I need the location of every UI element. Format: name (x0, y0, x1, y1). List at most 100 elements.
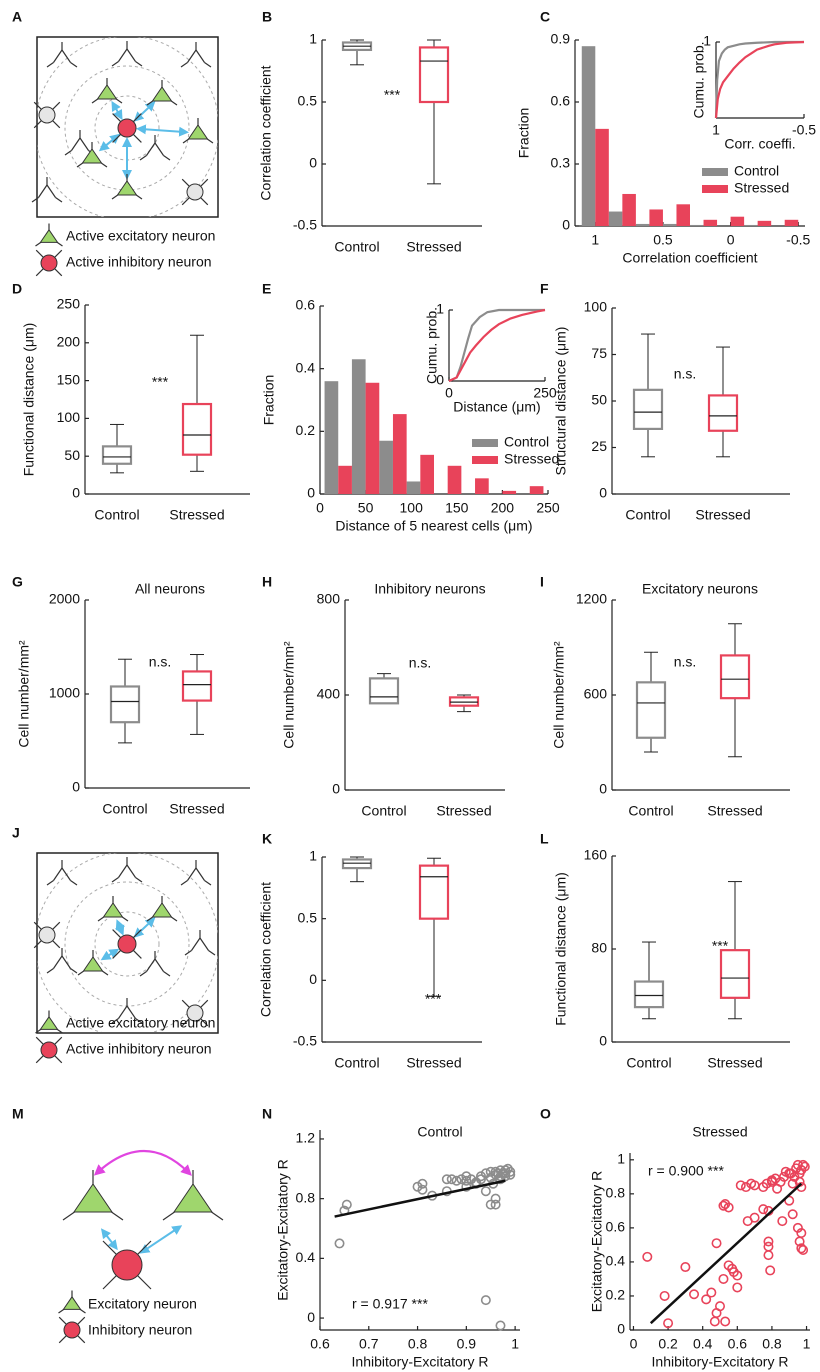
scatter-point (341, 1199, 352, 1210)
inhibitory-neuron (38, 926, 56, 944)
neuron-process (184, 930, 216, 956)
y-tick-label: 0 (309, 155, 317, 171)
chart-box: D Functional distance (μm) 0 50 100 150 200 250… (12, 281, 250, 523)
inhibitory-neuron (186, 1004, 204, 1022)
y-axis-label: Cell number/mm² (281, 641, 297, 749)
arrow (98, 133, 121, 152)
legend-label: Inhibitory neuron (88, 1322, 192, 1338)
legend-swatch (472, 456, 498, 464)
y-tick-label: 0 (332, 781, 340, 797)
cdf-line (448, 308, 545, 382)
y-tick-label: 160 (584, 847, 608, 863)
excitatory-neuron (116, 180, 138, 196)
y-tick-label: 0 (599, 781, 607, 797)
legend-label: Control (504, 434, 549, 450)
chart-scatter: O Stressed Excitatory-Excitatory R Inhibito… (540, 1106, 811, 1370)
x-axis-label: Corr. coeffi. (724, 136, 795, 152)
box (719, 654, 751, 700)
y-axis-label: Correlation coefficient (258, 882, 274, 1017)
chart-box: G All neurons Cell number/mm² 0 1000 2000 Cont… (12, 574, 250, 817)
bar (392, 414, 407, 494)
box (109, 685, 141, 724)
x-tick-label: 0.5 (653, 232, 673, 248)
x-tick-label: Stressed (695, 507, 750, 523)
y-tick-label: 0 (562, 217, 570, 233)
arrow (135, 124, 190, 137)
neuron-process (111, 857, 143, 883)
scatter-point (505, 1169, 516, 1180)
scatter-point (441, 1174, 452, 1185)
box (418, 864, 450, 920)
scatter-point (490, 1193, 501, 1204)
x-tick-label: 0.4 (693, 1336, 713, 1352)
x-tick-label: -0.5 (786, 232, 810, 248)
y-axis-label: Structural distance (μm) (553, 327, 569, 476)
x-tick-label: Control (94, 507, 139, 523)
arrow (114, 919, 126, 936)
y-axis-label: Correlation coefficient (258, 65, 274, 200)
excitatory-neuron (102, 902, 124, 918)
scatter-point (417, 1178, 428, 1189)
neuron-process (180, 860, 212, 886)
panel-label: N (262, 1106, 272, 1122)
bar (351, 359, 366, 494)
excitatory-neuron (151, 86, 173, 102)
annotation: *** (152, 374, 169, 390)
box (368, 677, 400, 705)
scatter-point (796, 1243, 807, 1254)
annotation: n.s. (674, 654, 697, 670)
legend-swatch (702, 168, 728, 176)
x-tick-label: 1 (591, 232, 599, 248)
scatter-point (777, 1216, 788, 1227)
scatter-point (718, 1200, 729, 1211)
chart-title: Excitatory neurons (642, 581, 758, 597)
excitatory-neuron (187, 48, 205, 63)
y-axis-label: Cell number/mm² (551, 641, 567, 749)
x-tick-label: Stressed (406, 1055, 461, 1071)
chart-bar: C Fraction Correlation coefficient 0 0.3 0.6 0… (516, 9, 817, 266)
panel-label: C (540, 9, 550, 25)
bar (475, 478, 489, 494)
y-axis-label: Cumu. prob. (424, 307, 440, 384)
excitatory-neuron (187, 866, 205, 881)
scatter-point (480, 1295, 491, 1306)
panel-label: E (262, 281, 271, 297)
neuron-process (46, 42, 78, 68)
y-tick-label: -0.5 (293, 1033, 317, 1049)
x-tick-label: Stressed (169, 507, 224, 523)
chart-box: H Inhibitory neurons Cell number/mm² 0 400 80… (262, 574, 505, 819)
neuron-process (111, 41, 143, 67)
legend-swatch (472, 439, 498, 447)
panel-label: B (262, 9, 272, 25)
y-axis-label: Functional distance (μm) (21, 323, 37, 477)
excitatory-neuron (96, 84, 118, 100)
bar (595, 128, 609, 226)
x-tick-label: 0.7 (359, 1336, 379, 1352)
y-tick-label: 0 (309, 971, 317, 987)
arrow (100, 1228, 118, 1251)
annotation: n.s. (149, 654, 172, 670)
y-tick-label: 100 (584, 299, 608, 315)
arrow (93, 1150, 192, 1176)
scatter-point (706, 1287, 717, 1298)
chart-box: F Structural distance (μm) 0 25 50 75 100 Contr… (540, 281, 790, 523)
y-tick-label: 2000 (49, 591, 80, 607)
scatter-point (763, 1250, 774, 1261)
chart-box: B Correlation coefficient -0.5 0 0.5 1 Control… (258, 9, 482, 255)
excitatory-neuron (39, 1015, 59, 1030)
scatter-point (735, 1180, 746, 1191)
scatter-point (723, 1202, 734, 1213)
x-tick-label: Stressed (707, 1055, 762, 1071)
motif-diagram: M Excitatory neuron Inhibitory neuron (12, 1106, 224, 1344)
box (101, 445, 133, 465)
bar (502, 490, 517, 494)
legend-label: Stressed (504, 451, 559, 467)
arrow (111, 100, 123, 121)
x-tick-label: Control (628, 803, 673, 819)
y-tick-label: 0.2 (296, 422, 316, 438)
scatter-point (495, 1174, 506, 1185)
annotation: r = 0.900 *** (648, 1163, 724, 1179)
x-tick-label: 0.6 (310, 1336, 330, 1352)
bar (784, 219, 799, 226)
excitatory-neuron (71, 136, 89, 151)
